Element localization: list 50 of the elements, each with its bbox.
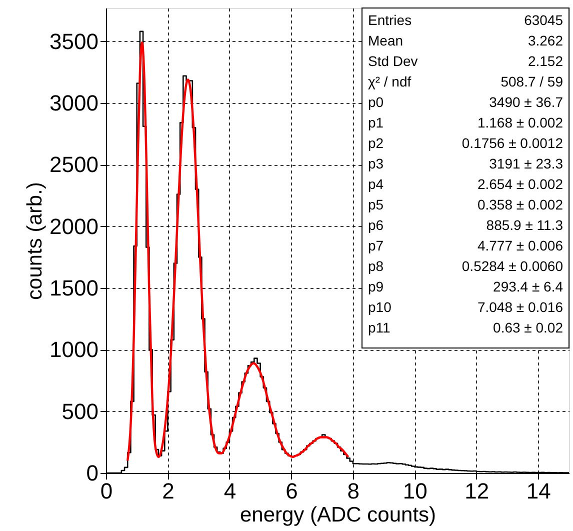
y-tick-label: 500: [62, 398, 98, 424]
annotation: p10: [368, 299, 392, 315]
x-tick-label: 6: [286, 478, 298, 504]
annotation: p8: [368, 258, 384, 274]
y-tick-label: 2000: [50, 214, 98, 239]
annotation: p6: [368, 217, 384, 233]
y-tick-label: 3000: [50, 90, 98, 116]
annotation: Std Dev: [368, 53, 418, 69]
annotation: p7: [368, 238, 384, 254]
annotation: p11: [368, 320, 391, 336]
annotation: p5: [368, 196, 384, 212]
x-tick-label: 2: [162, 478, 174, 504]
x-tick-label: 12: [464, 478, 490, 504]
annotation: 2.654 ± 0.002: [477, 176, 564, 192]
annotation: 7.048 ± 0.016: [477, 299, 564, 315]
annotation: p9: [368, 278, 384, 294]
annotation: p4: [368, 176, 384, 192]
annotation: 3191 ± 23.3: [489, 156, 564, 172]
x-tick-label: 14: [526, 478, 551, 504]
line-series: [126, 41, 350, 462]
annotation: 0.1756 ± 0.0012: [462, 135, 564, 151]
annotation: 0.358 ± 0.002: [477, 196, 564, 212]
y-tick-label: 2500: [50, 152, 98, 178]
annotation: p0: [368, 94, 384, 110]
y-axis-title: counts (arb.): [24, 182, 47, 300]
y-tick-label: 1500: [50, 275, 98, 300]
y-tick-label: 1000: [50, 337, 98, 362]
annotation: 63045: [524, 12, 564, 28]
annotation: 1.168 ± 0.002: [477, 114, 564, 130]
annotation: Mean: [368, 32, 404, 48]
x-tick-label: 10: [402, 478, 428, 504]
annotation: 0.5284 ± 0.0060: [462, 258, 564, 274]
annotation: 4.777 ± 0.006: [477, 238, 564, 254]
y-tick-label: 3500: [50, 28, 98, 54]
x-axis-title: energy (ADC counts): [240, 504, 436, 526]
annotation: 508.7 / 59: [500, 74, 564, 90]
annotation: 3.262: [528, 32, 564, 48]
annotation: p1: [368, 114, 384, 130]
annotation: p3: [368, 156, 384, 172]
x-tick-label: 4: [224, 478, 236, 504]
y-tick-label: 0: [86, 460, 98, 486]
annotation: 2.152: [528, 53, 564, 69]
annotation: 0.63 ± 0.02: [493, 320, 564, 336]
annotation: p2: [368, 135, 384, 151]
annotation: χ² / ndf: [368, 74, 412, 90]
annotation: 885.9 ± 11.3: [486, 217, 564, 233]
annotation: 293.4 ± 6.4: [493, 278, 564, 294]
annotation: 3490 ± 36.7: [489, 94, 564, 110]
x-tick-label: 8: [347, 478, 360, 504]
annotation: Entries: [368, 12, 412, 28]
